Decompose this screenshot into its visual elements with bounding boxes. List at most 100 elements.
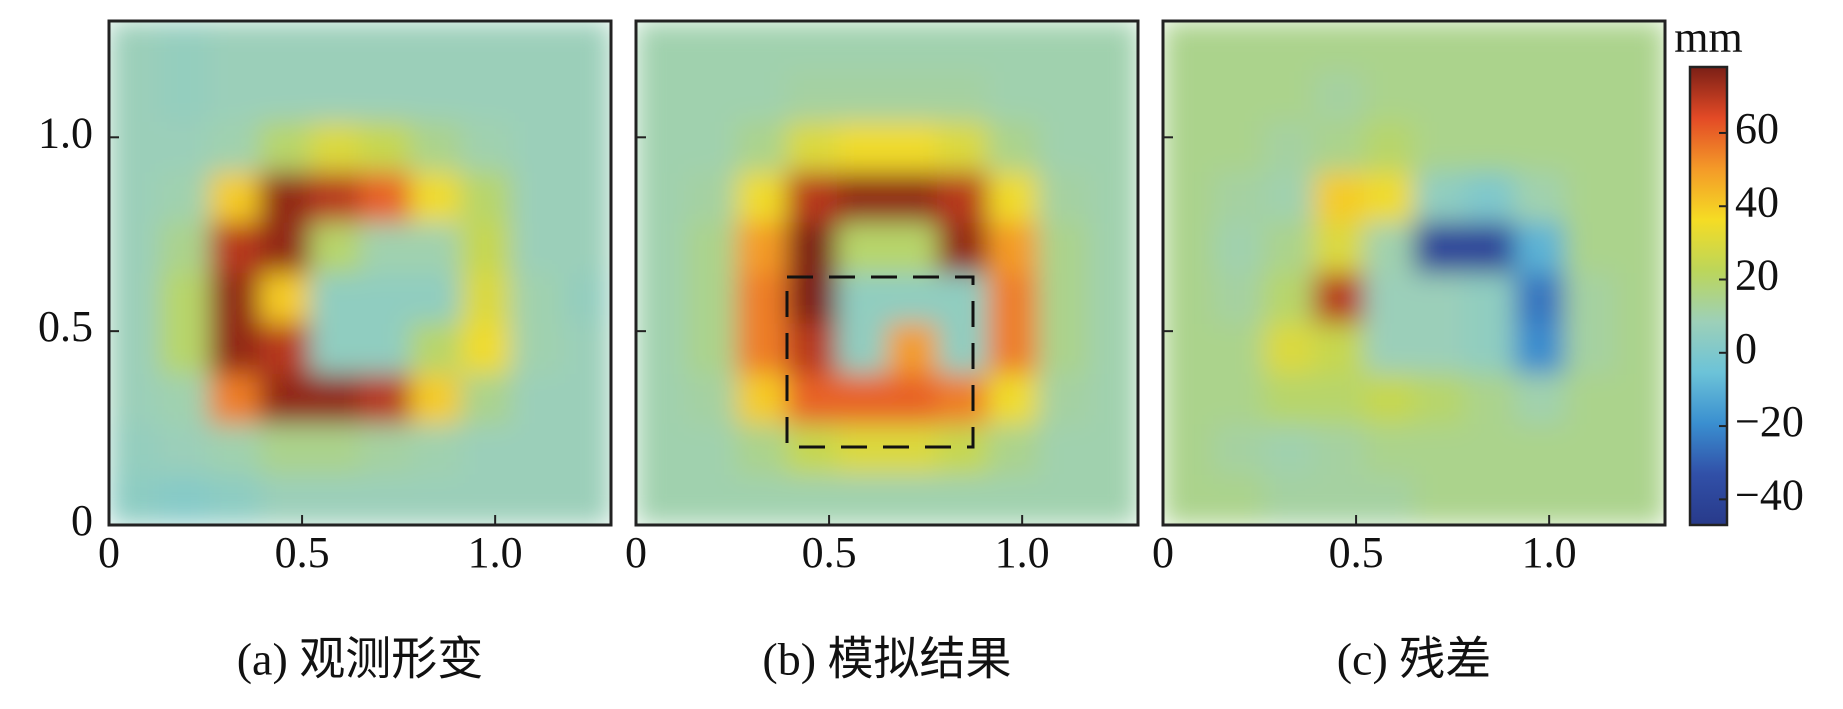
cell <box>1464 424 1515 476</box>
cell <box>937 21 988 72</box>
cell <box>1263 273 1315 324</box>
cell <box>1313 21 1365 72</box>
cell <box>1087 474 1139 526</box>
cell <box>1263 121 1315 173</box>
cell <box>410 373 461 425</box>
cell <box>736 474 788 526</box>
cell <box>410 424 461 476</box>
cell <box>786 121 838 173</box>
cell <box>736 273 788 324</box>
cell <box>360 172 411 224</box>
cell <box>1163 71 1214 123</box>
cell <box>1087 424 1139 476</box>
colorbar-tick-label: 60 <box>1735 104 1779 153</box>
cell <box>309 323 361 375</box>
cell <box>937 474 988 526</box>
cell <box>510 424 562 476</box>
cell <box>1313 273 1365 324</box>
cell <box>786 373 838 425</box>
heatmap-cells <box>109 21 612 526</box>
cell <box>109 474 160 526</box>
cell <box>1414 273 1465 324</box>
cell <box>209 373 261 425</box>
cell <box>836 273 888 324</box>
cell <box>1464 273 1515 324</box>
cell <box>1263 323 1315 375</box>
cell <box>159 21 210 72</box>
cell <box>636 424 687 476</box>
cell <box>209 71 261 123</box>
cell <box>1087 222 1139 274</box>
cell <box>460 474 512 526</box>
cell <box>1037 172 1089 224</box>
cell <box>1213 21 1264 72</box>
cell <box>410 273 461 324</box>
cell <box>1564 373 1616 425</box>
cell <box>460 121 512 173</box>
cell <box>1263 474 1315 526</box>
cell <box>1363 222 1415 274</box>
cell <box>410 222 461 274</box>
cell <box>786 323 838 375</box>
cell <box>887 222 938 274</box>
cell <box>209 424 261 476</box>
cell <box>1313 424 1365 476</box>
panel-frame <box>634 19 1140 527</box>
cell <box>1213 323 1264 375</box>
cell <box>259 424 311 476</box>
cell <box>1514 424 1566 476</box>
cell <box>1614 424 1666 476</box>
cell <box>1414 121 1465 173</box>
cell <box>1037 21 1089 72</box>
cell <box>686 71 737 123</box>
cell <box>510 172 562 224</box>
cell <box>786 424 838 476</box>
cell <box>836 424 888 476</box>
cell <box>1614 21 1666 72</box>
cell <box>887 172 938 224</box>
cell <box>309 71 361 123</box>
cell <box>1213 121 1264 173</box>
cell <box>560 222 612 274</box>
cell <box>460 222 512 274</box>
cell <box>987 373 1039 425</box>
cell <box>686 273 737 324</box>
cell <box>360 323 411 375</box>
cell <box>1564 474 1616 526</box>
cell <box>159 474 210 526</box>
cell <box>1213 424 1264 476</box>
cell <box>1087 21 1139 72</box>
cell <box>1414 21 1465 72</box>
panel-frame <box>1161 19 1667 527</box>
cell <box>410 71 461 123</box>
cell <box>1514 273 1566 324</box>
cell <box>109 273 160 324</box>
cell <box>1614 222 1666 274</box>
cell <box>1414 424 1465 476</box>
cell <box>360 273 411 324</box>
cell <box>159 222 210 274</box>
cell <box>1087 273 1139 324</box>
cell <box>259 273 311 324</box>
cell <box>937 172 988 224</box>
cell <box>836 373 888 425</box>
cell <box>1087 121 1139 173</box>
cell <box>1213 373 1264 425</box>
cell <box>560 323 612 375</box>
cell <box>309 474 361 526</box>
cell <box>209 474 261 526</box>
cell <box>109 121 160 173</box>
cell <box>510 273 562 324</box>
cell <box>987 273 1039 324</box>
cell <box>410 21 461 72</box>
cell <box>1213 172 1264 224</box>
cell <box>460 21 512 72</box>
cell <box>1313 121 1365 173</box>
cell <box>109 373 160 425</box>
cell <box>109 172 160 224</box>
cell <box>887 273 938 324</box>
cell <box>259 222 311 274</box>
cell <box>159 71 210 123</box>
cell <box>259 373 311 425</box>
cell <box>736 222 788 274</box>
